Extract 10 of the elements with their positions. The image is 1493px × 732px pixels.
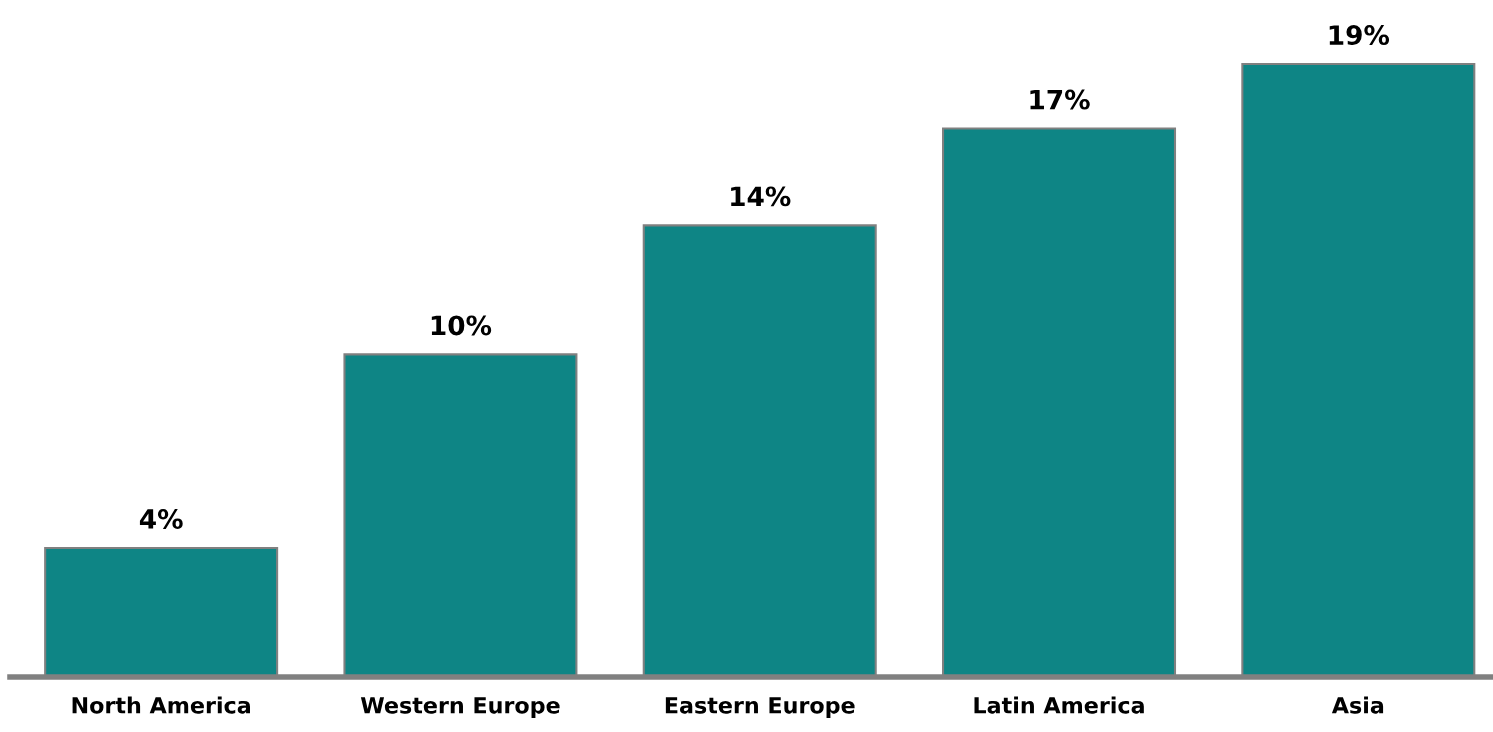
- data-label: 14%: [731, 186, 791, 207]
- x-tick-label: Asia: [1331, 696, 1384, 714]
- x-tick-label: Western Europe: [360, 697, 560, 718]
- x-tick-label: Eastern Europe: [665, 697, 855, 718]
- data-label: 10%: [431, 315, 492, 336]
- x-tick-label: Latin America: [974, 696, 1144, 714]
- x-tick-label: North America: [72, 696, 250, 714]
- data-label: 17%: [1030, 89, 1090, 110]
- data-label: 19%: [1329, 25, 1390, 46]
- data-label: 4%: [139, 508, 183, 529]
